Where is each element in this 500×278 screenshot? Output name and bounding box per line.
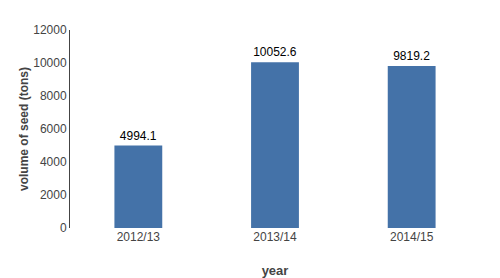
svg-text:year: year: [262, 263, 289, 278]
svg-text:6000: 6000: [40, 122, 67, 136]
svg-text:0: 0: [60, 221, 67, 235]
svg-text:10000: 10000: [33, 56, 67, 70]
svg-text:4000: 4000: [40, 155, 67, 169]
svg-text:2012/13: 2012/13: [117, 230, 161, 244]
svg-text:9819.2: 9819.2: [393, 49, 430, 63]
svg-text:12000: 12000: [33, 23, 67, 37]
svg-text:volume of seed (tons): volume of seed (tons): [17, 67, 31, 191]
svg-text:2000: 2000: [40, 188, 67, 202]
svg-text:2014/15: 2014/15: [390, 230, 434, 244]
svg-text:10052.6: 10052.6: [253, 45, 297, 59]
svg-text:8000: 8000: [40, 89, 67, 103]
svg-text:2013/14: 2013/14: [253, 230, 297, 244]
svg-text:4994.1: 4994.1: [120, 129, 157, 143]
